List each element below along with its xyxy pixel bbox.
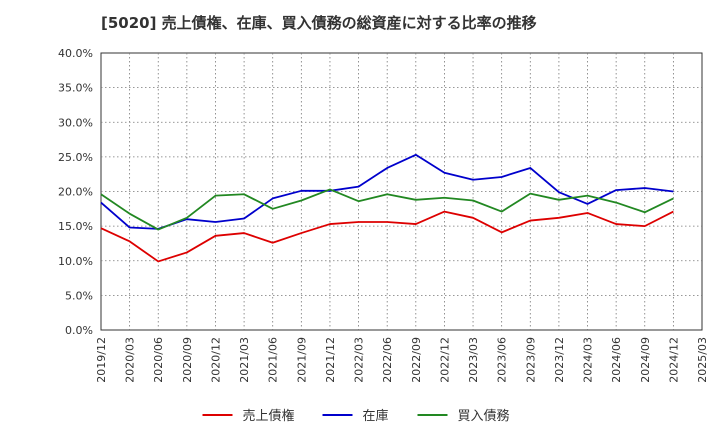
y-axis-ticks: 0.0% 5.0% 10.0% 15.0% 20.0% 25.0% 30.0% 35.0% 40… xyxy=(58,47,93,337)
x-axis-ticks: 2019/12 2020/03 2020/06 2020/09 2020/12 2021/… xyxy=(95,337,709,383)
x-tick-label: 2024/06 xyxy=(610,337,623,383)
x-tick-label: 2021/09 xyxy=(295,337,308,383)
legend-label: 在庫 xyxy=(363,409,389,424)
x-tick-label: 2023/03 xyxy=(467,337,480,383)
y-tick-label: 15.0% xyxy=(58,220,93,233)
y-tick-label: 20.0% xyxy=(58,186,93,199)
x-tick-label: 2023/12 xyxy=(553,337,566,383)
series-lines xyxy=(100,153,674,263)
x-tick-label: 2025/03 xyxy=(696,337,709,383)
y-tick-label: 25.0% xyxy=(58,151,93,164)
y-tick-label: 10.0% xyxy=(58,255,93,268)
x-tick-label: 2021/03 xyxy=(238,337,251,383)
x-tick-label: 2023/09 xyxy=(524,337,537,383)
grid-lines xyxy=(101,53,702,330)
x-tick-label: 2024/12 xyxy=(667,337,680,383)
x-tick-label: 2022/12 xyxy=(438,337,451,383)
y-tick-label: 5.0% xyxy=(65,289,93,302)
x-tick-label: 2023/06 xyxy=(496,337,509,383)
y-tick-label: 40.0% xyxy=(58,47,93,60)
x-tick-label: 2021/06 xyxy=(267,337,280,383)
x-tick-label: 2019/12 xyxy=(95,337,108,383)
x-tick-label: 2022/03 xyxy=(353,337,366,383)
series-line xyxy=(100,188,674,231)
legend-label: 買入債務 xyxy=(458,409,510,424)
x-tick-label: 2020/03 xyxy=(124,337,137,383)
series-line xyxy=(100,210,674,263)
x-tick-label: 2024/09 xyxy=(639,337,652,383)
x-tick-label: 2020/12 xyxy=(209,337,222,383)
x-tick-label: 2022/09 xyxy=(410,337,423,383)
legend: 売上債権 在庫 買入債務 xyxy=(202,408,510,424)
y-tick-label: 35.0% xyxy=(58,82,93,95)
series-line xyxy=(100,153,674,230)
x-tick-label: 2021/12 xyxy=(324,337,337,383)
y-tick-label: 30.0% xyxy=(58,116,93,129)
x-tick-label: 2020/06 xyxy=(152,337,165,383)
legend-label: 売上債権 xyxy=(243,408,295,424)
y-tick-label: 0.0% xyxy=(65,324,93,337)
x-tick-label: 2020/09 xyxy=(181,337,194,383)
chart-title: [5020] 売上債権、在庫、買入債務の総資産に対する比率の推移 xyxy=(101,14,537,32)
x-tick-label: 2022/06 xyxy=(381,337,394,383)
x-tick-label: 2024/03 xyxy=(582,337,595,383)
